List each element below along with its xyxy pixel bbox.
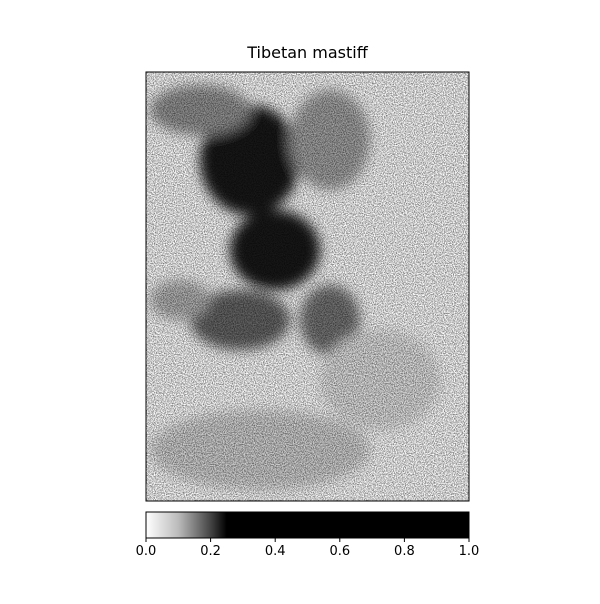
colorbar: 0.0 0.2 0.4 0.6 0.8 1.0 <box>136 511 480 559</box>
tick-label: 0.8 <box>394 544 415 559</box>
tick-label: 0.4 <box>265 544 286 559</box>
saliency-image <box>146 72 469 501</box>
tick-label: 0.0 <box>136 544 157 559</box>
tick-label: 1.0 <box>459 544 480 559</box>
tick-label: 0.6 <box>329 544 350 559</box>
axes-frame <box>145 71 470 502</box>
tick-label: 0.2 <box>200 544 221 559</box>
chart-title: Tibetan mastiff <box>246 43 368 62</box>
colorbar-gradient <box>145 511 470 539</box>
